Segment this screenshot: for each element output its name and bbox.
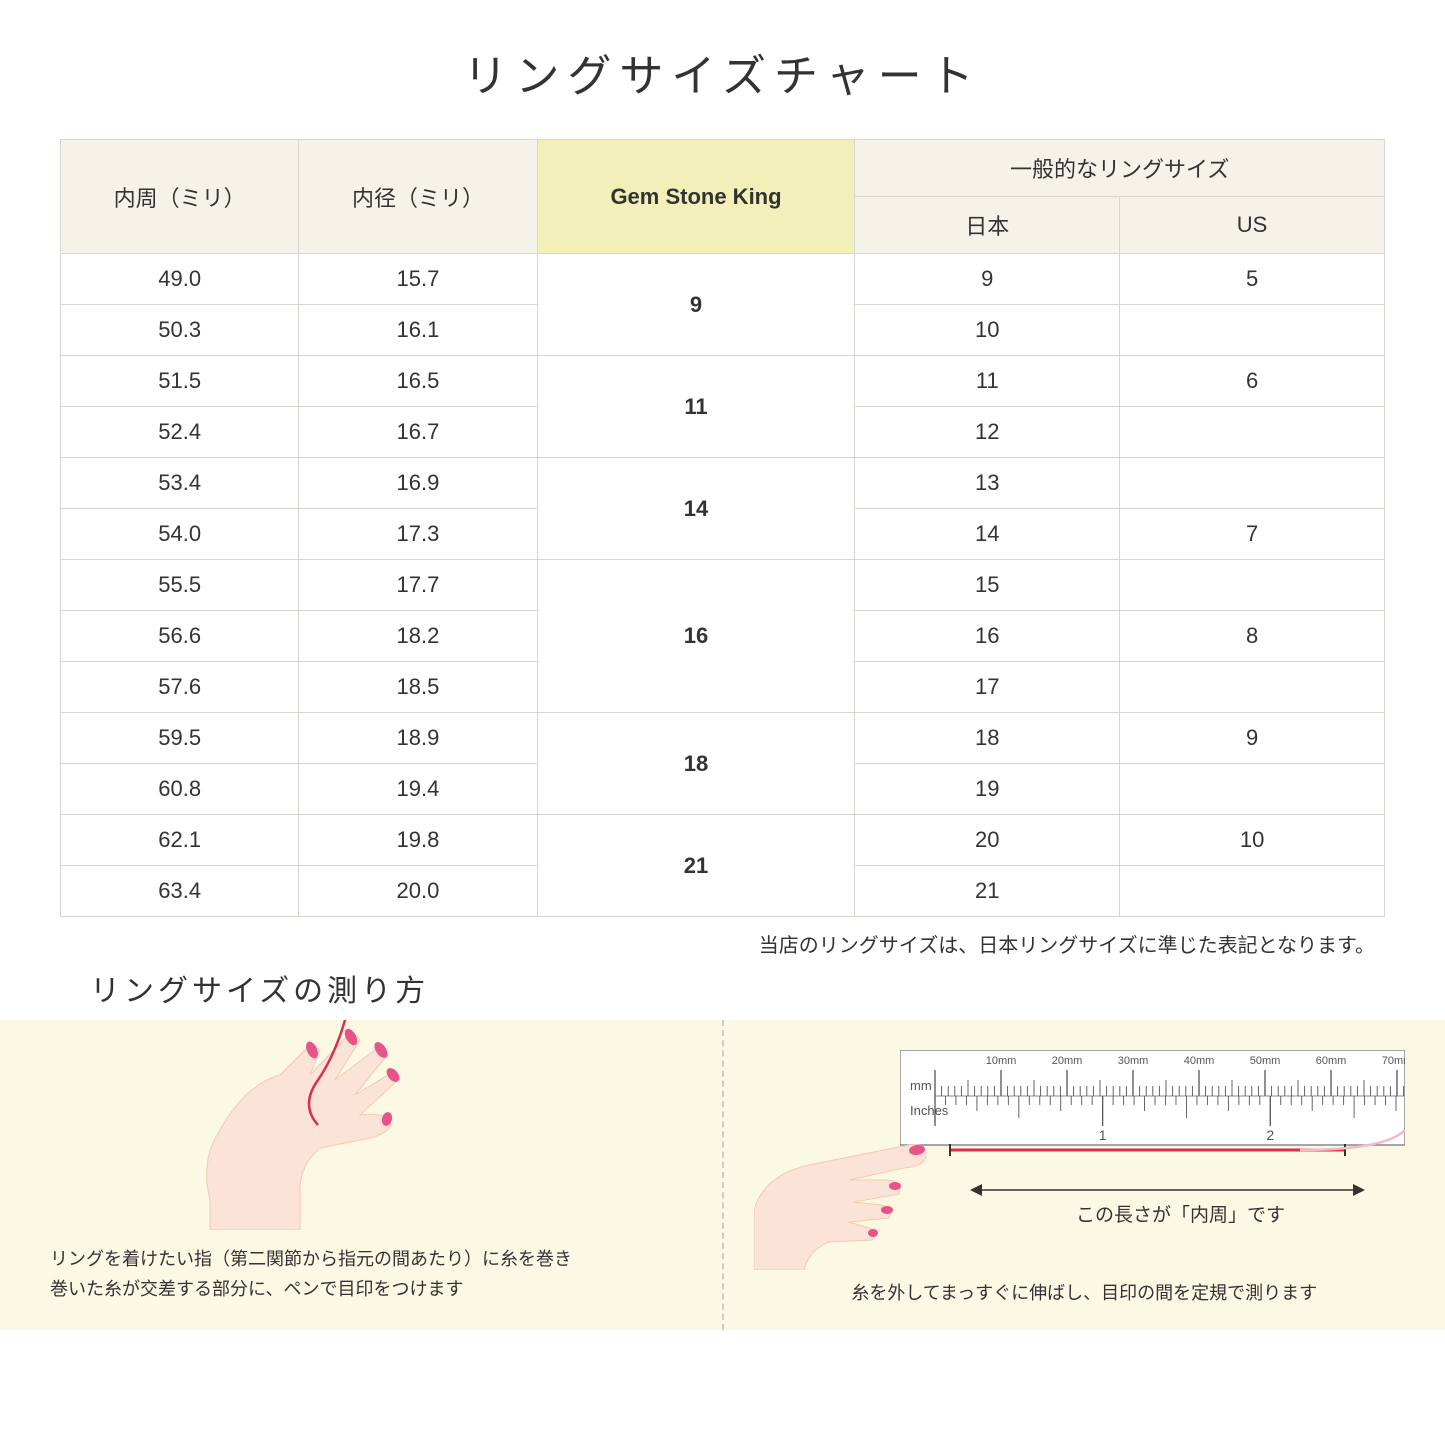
svg-text:2: 2 — [1266, 1127, 1274, 1143]
svg-text:50mm: 50mm — [1250, 1055, 1281, 1067]
cell-us: 7 — [1120, 509, 1385, 560]
cell-diameter: 18.2 — [299, 611, 537, 662]
cell-gsk: 18 — [537, 713, 855, 815]
cell-circumference: 60.8 — [61, 764, 299, 815]
cell-japan: 20 — [855, 815, 1120, 866]
svg-text:20mm: 20mm — [1052, 1055, 1083, 1067]
cell-us — [1120, 407, 1385, 458]
th-japan: 日本 — [855, 197, 1120, 254]
cell-circumference: 51.5 — [61, 356, 299, 407]
cell-us: 5 — [1120, 254, 1385, 305]
ruler-icon: mm Inches 10mm 20mm 30mm 40mm 50mm 60mm 70mm 1… — [900, 1050, 1405, 1160]
cell-japan: 15 — [855, 560, 1120, 611]
table-row: 55.517.71615 — [61, 560, 1385, 611]
svg-text:60mm: 60mm — [1316, 1055, 1347, 1067]
svg-text:mm: mm — [910, 1078, 932, 1093]
cell-diameter: 16.5 — [299, 356, 537, 407]
cell-circumference: 50.3 — [61, 305, 299, 356]
length-arrow — [970, 1180, 1365, 1200]
table-row: 59.518.918189 — [61, 713, 1385, 764]
svg-text:10mm: 10mm — [986, 1055, 1017, 1067]
cell-diameter: 20.0 — [299, 866, 537, 917]
cell-circumference: 57.6 — [61, 662, 299, 713]
size-note: 当店のリングサイズは、日本リングサイズに準じた表記となります。 — [60, 929, 1375, 958]
inst-right: mm Inches 10mm 20mm 30mm 40mm 50mm 60mm 70mm 1… — [724, 1020, 1445, 1330]
cell-japan: 11 — [855, 356, 1120, 407]
cell-diameter: 18.5 — [299, 662, 537, 713]
cell-japan: 21 — [855, 866, 1120, 917]
cell-japan: 10 — [855, 305, 1120, 356]
cell-us: 6 — [1120, 356, 1385, 407]
inst-right-text: 糸を外してまっすぐに伸ばし、目印の間を定規で測ります — [724, 1279, 1445, 1305]
cell-circumference: 54.0 — [61, 509, 299, 560]
svg-text:Inches: Inches — [910, 1103, 949, 1118]
cell-japan: 18 — [855, 713, 1120, 764]
cell-circumference: 63.4 — [61, 866, 299, 917]
cell-circumference: 59.5 — [61, 713, 299, 764]
cell-circumference: 55.5 — [61, 560, 299, 611]
th-diameter: 内径（ミリ） — [299, 140, 537, 254]
th-us: US — [1120, 197, 1385, 254]
inst-left-text: リングを着けたい指（第二関節から指元の間あたり）に糸を巻き 巻いた糸が交差する部… — [50, 1244, 672, 1305]
cell-circumference: 53.4 — [61, 458, 299, 509]
table-row: 51.516.511116 — [61, 356, 1385, 407]
cell-diameter: 16.7 — [299, 407, 537, 458]
cell-diameter: 19.8 — [299, 815, 537, 866]
hand-point-icon — [754, 1120, 954, 1270]
cell-us — [1120, 764, 1385, 815]
cell-diameter: 16.9 — [299, 458, 537, 509]
cell-gsk: 9 — [537, 254, 855, 356]
cell-diameter: 18.9 — [299, 713, 537, 764]
cell-us — [1120, 560, 1385, 611]
cell-us — [1120, 866, 1385, 917]
cell-circumference: 52.4 — [61, 407, 299, 458]
cell-diameter: 19.4 — [299, 764, 537, 815]
length-label: この長さが「内周」です — [1076, 1200, 1285, 1227]
th-general: 一般的なリングサイズ — [855, 140, 1385, 197]
cell-gsk: 14 — [537, 458, 855, 560]
page-title: リングサイズチャート — [60, 40, 1385, 104]
cell-us: 9 — [1120, 713, 1385, 764]
svg-text:30mm: 30mm — [1118, 1055, 1149, 1067]
svg-text:40mm: 40mm — [1184, 1055, 1215, 1067]
cell-japan: 19 — [855, 764, 1120, 815]
cell-japan: 17 — [855, 662, 1120, 713]
cell-japan: 13 — [855, 458, 1120, 509]
table-row: 53.416.91413 — [61, 458, 1385, 509]
svg-text:1: 1 — [1099, 1127, 1107, 1143]
cell-diameter: 17.7 — [299, 560, 537, 611]
cell-circumference: 49.0 — [61, 254, 299, 305]
svg-text:70mm: 70mm — [1382, 1055, 1405, 1067]
cell-circumference: 56.6 — [61, 611, 299, 662]
th-circumference: 内周（ミリ） — [61, 140, 299, 254]
cell-japan: 14 — [855, 509, 1120, 560]
ring-size-table: 内周（ミリ） 内径（ミリ） Gem Stone King 一般的なリングサイズ … — [60, 139, 1385, 917]
cell-us — [1120, 458, 1385, 509]
table-row: 49.015.7995 — [61, 254, 1385, 305]
cell-japan: 12 — [855, 407, 1120, 458]
cell-circumference: 62.1 — [61, 815, 299, 866]
cell-japan: 9 — [855, 254, 1120, 305]
cell-diameter: 16.1 — [299, 305, 537, 356]
th-gsk: Gem Stone King — [537, 140, 855, 254]
inst-left: リングを着けたい指（第二関節から指元の間あたり）に糸を巻き 巻いた糸が交差する部… — [0, 1020, 722, 1330]
cell-us: 8 — [1120, 611, 1385, 662]
hand-wrap-icon — [150, 1020, 470, 1230]
cell-us — [1120, 662, 1385, 713]
cell-us — [1120, 305, 1385, 356]
cell-gsk: 16 — [537, 560, 855, 713]
cell-diameter: 17.3 — [299, 509, 537, 560]
cell-us: 10 — [1120, 815, 1385, 866]
instructions-panel: リングを着けたい指（第二関節から指元の間あたり）に糸を巻き 巻いた糸が交差する部… — [0, 1020, 1445, 1330]
cell-japan: 16 — [855, 611, 1120, 662]
measure-title: リングサイズの測り方 — [90, 966, 1385, 1010]
cell-gsk: 11 — [537, 356, 855, 458]
table-row: 62.119.8212010 — [61, 815, 1385, 866]
cell-diameter: 15.7 — [299, 254, 537, 305]
cell-gsk: 21 — [537, 815, 855, 917]
